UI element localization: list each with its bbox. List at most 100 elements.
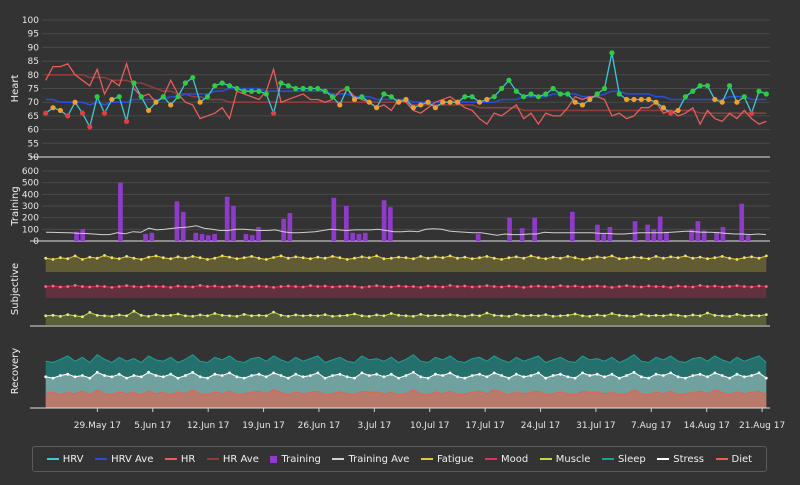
series-point-mood	[654, 285, 658, 288]
series-point-mood	[669, 286, 673, 289]
series-point-muscle	[331, 314, 334, 318]
hrv-point	[690, 88, 696, 94]
legend-item-training-ave[interactable]: Training Ave	[332, 454, 409, 465]
series-point-fatigue	[559, 256, 562, 260]
series-point-muscle	[735, 313, 739, 316]
series-point-mood	[242, 285, 246, 288]
series-point-fatigue	[647, 257, 651, 261]
series-point-muscle	[272, 310, 275, 314]
series-point-muscle	[478, 314, 481, 318]
legend-swatch-icon	[601, 458, 614, 460]
series-area-fatigue	[45, 255, 767, 272]
legend-item-stress[interactable]: Stress	[657, 454, 704, 465]
x-tick-label: 14.Aug 17	[684, 421, 730, 431]
training-bar	[80, 229, 86, 241]
series-point-stress	[485, 375, 489, 379]
series-point-stress	[764, 376, 768, 380]
hrv-point	[506, 77, 512, 83]
legend-item-muscle[interactable]: Muscle	[539, 454, 590, 465]
series-point-fatigue	[706, 257, 709, 261]
hrv-point	[388, 94, 394, 100]
legend-item-diet[interactable]: Diet	[715, 454, 752, 465]
series-point-mood	[559, 284, 562, 287]
series-point-mood	[176, 284, 180, 288]
series-point-muscle	[419, 313, 423, 316]
hrv-point	[226, 83, 233, 89]
hrv-point	[418, 102, 424, 108]
training-y-tick-label: 200	[22, 214, 39, 224]
series-point-stress	[316, 371, 320, 375]
hrv-point	[734, 99, 740, 105]
hrv-point	[366, 99, 372, 105]
series-point-mood	[375, 284, 378, 287]
hrv-point	[668, 110, 674, 116]
series-point-fatigue	[728, 256, 731, 260]
training-bar	[143, 234, 148, 241]
series-point-mood	[301, 285, 305, 289]
series-point-mood	[522, 286, 526, 289]
legend-item-hrv-ave[interactable]: HRV Ave	[95, 454, 153, 465]
legend-label: Mood	[501, 453, 529, 465]
series-area-mood	[45, 285, 767, 298]
training-bar	[689, 229, 694, 241]
series-point-mood	[132, 285, 136, 288]
series-point-muscle	[264, 314, 268, 318]
series-point-fatigue	[161, 256, 165, 260]
legend-label: Sleep	[617, 453, 646, 465]
legend-item-mood[interactable]: Mood	[485, 454, 528, 465]
series-point-muscle	[360, 314, 364, 318]
hrv-point	[116, 94, 122, 100]
training-bar	[174, 201, 180, 241]
series-point-stress	[669, 371, 673, 375]
series-point-fatigue	[573, 256, 577, 260]
series-point-muscle	[426, 314, 430, 318]
series-point-stress	[654, 372, 658, 376]
series-point-fatigue	[441, 256, 445, 260]
legend-swatch-icon	[657, 458, 670, 460]
legend-item-training[interactable]: Training	[270, 453, 321, 465]
hrv-point	[712, 96, 718, 103]
series-point-stress	[323, 376, 327, 380]
hrv-point	[454, 99, 461, 105]
hrv-point	[646, 96, 652, 103]
series-point-mood	[470, 285, 474, 289]
series-point-stress	[154, 374, 158, 377]
series-point-stress	[750, 374, 753, 377]
series-point-stress	[88, 376, 92, 380]
series-point-fatigue	[51, 258, 55, 261]
recovery-panel-title: Recovery	[10, 348, 21, 394]
series-point-mood	[426, 284, 430, 288]
legend-item-hr[interactable]: HR	[164, 454, 195, 465]
series-point-fatigue	[691, 256, 695, 260]
legend-label: Training	[281, 453, 321, 465]
series-point-muscle	[103, 314, 106, 318]
legend-item-hrv[interactable]: HRV	[46, 454, 84, 465]
training-bar	[362, 232, 368, 241]
series-point-fatigue	[654, 255, 658, 258]
series-point-fatigue	[147, 255, 151, 259]
hrv-point	[57, 107, 63, 114]
series-point-muscle	[88, 311, 92, 314]
series-point-muscle	[51, 313, 55, 317]
series-point-mood	[191, 285, 195, 289]
heart-y-tick-label: 90	[28, 43, 40, 53]
series-point-stress	[537, 371, 540, 375]
training-bar	[475, 234, 481, 241]
hrv-point	[190, 74, 196, 81]
legend-item-fatigue[interactable]: Fatigue	[420, 454, 473, 465]
legend-item-sleep[interactable]: Sleep	[601, 453, 646, 465]
x-tick-label: 19.Jun 17	[242, 421, 285, 431]
series-point-mood	[456, 285, 459, 288]
hrv-point	[624, 96, 630, 103]
series-point-mood	[537, 284, 540, 288]
legend-item-hr-ave[interactable]: HR Ave	[206, 454, 259, 465]
series-point-fatigue	[81, 258, 84, 261]
series-point-muscle	[176, 312, 180, 316]
series-point-muscle	[81, 315, 84, 319]
series-point-fatigue	[338, 256, 342, 260]
hrv-point	[256, 88, 262, 94]
series-point-muscle	[588, 314, 592, 318]
series-point-muscle	[375, 313, 378, 317]
series-point-muscle	[235, 314, 239, 318]
series-point-mood	[389, 285, 393, 289]
